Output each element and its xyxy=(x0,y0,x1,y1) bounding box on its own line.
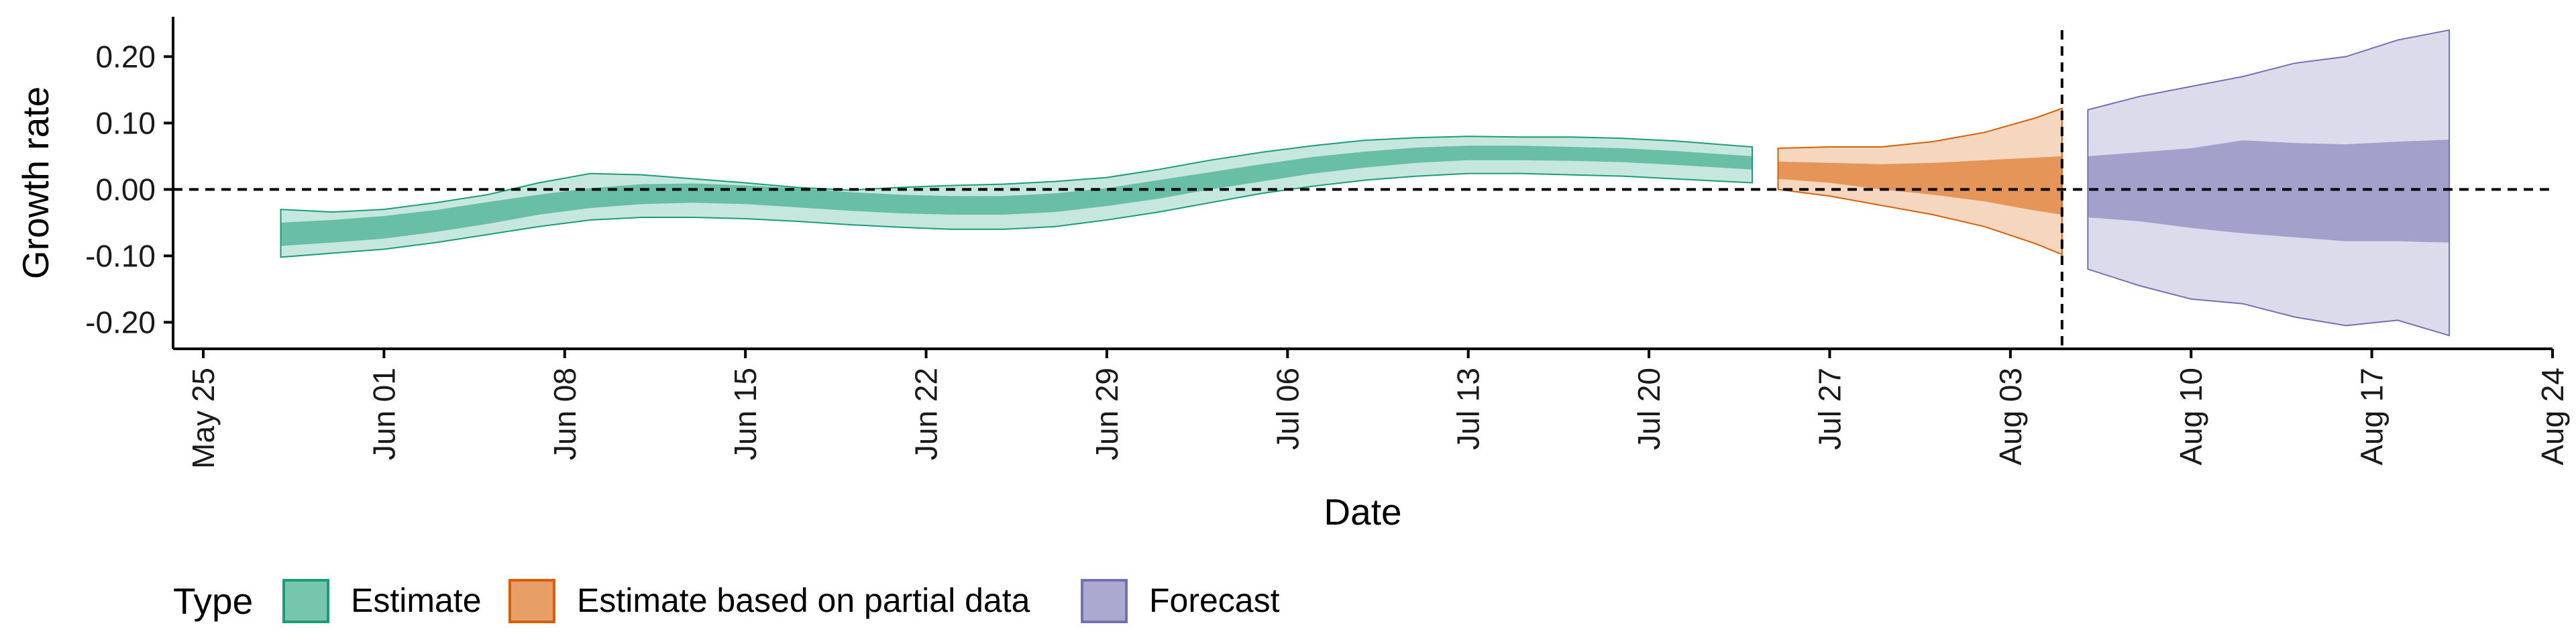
y-tick-label: -0.20 xyxy=(85,305,156,339)
series-bands xyxy=(280,29,2451,337)
y-tick-label: 0.20 xyxy=(95,39,156,74)
x-tick-label: Jun 08 xyxy=(547,368,582,460)
y-axis-title: Growth rate xyxy=(15,87,56,279)
x-tick-label: Aug 17 xyxy=(2355,368,2390,466)
x-tick-label: Jul 27 xyxy=(1812,368,1847,450)
forecast-band-50 xyxy=(2088,140,2450,243)
estimate-based-on-partial-data-band-50 xyxy=(1778,156,2062,215)
x-tick-label: Aug 03 xyxy=(1993,368,2028,466)
reference-lines xyxy=(173,30,2553,349)
legend-swatch-estimate-based-on-partial-data xyxy=(508,579,555,623)
y-tick-label: 0.10 xyxy=(95,105,156,140)
estimate-band-50 xyxy=(280,146,1752,246)
legend-swatch-forecast xyxy=(1081,579,1128,623)
legend-label-estimate: Estimate xyxy=(351,582,482,619)
x-axis-title: Date xyxy=(1324,491,1401,533)
x-tick-label: Aug 10 xyxy=(2174,368,2208,466)
x-tick-label: Jul 20 xyxy=(1631,368,1666,450)
axes: -0.20 -0.10 0.00 0.10 0.20 May 25 Jun 01 Jun 08… xyxy=(85,17,2570,469)
x-tick-label: May 25 xyxy=(186,368,221,469)
legend-label-estimate-based-on-partial-data: Estimate based on partial data xyxy=(577,582,1030,619)
y-tick-label: 0.00 xyxy=(95,172,156,207)
x-tick-label: Jun 15 xyxy=(728,368,763,460)
x-tick-label: Jun 29 xyxy=(1089,368,1124,460)
legend-title: Type xyxy=(173,580,253,622)
x-tick-label: Jul 06 xyxy=(1270,368,1305,450)
legend-swatch-estimate xyxy=(282,579,329,623)
legend-label-forecast: Forecast xyxy=(1149,582,1280,619)
x-tick-label: Jul 13 xyxy=(1451,368,1486,450)
x-tick-label: Aug 24 xyxy=(2535,368,2570,466)
x-tick-label: Jun 22 xyxy=(909,368,944,460)
x-tick-label: Jun 01 xyxy=(366,368,401,460)
y-tick-label: -0.10 xyxy=(85,238,156,273)
legend: Type Estimate Estimate based on partial d… xyxy=(173,579,1280,623)
